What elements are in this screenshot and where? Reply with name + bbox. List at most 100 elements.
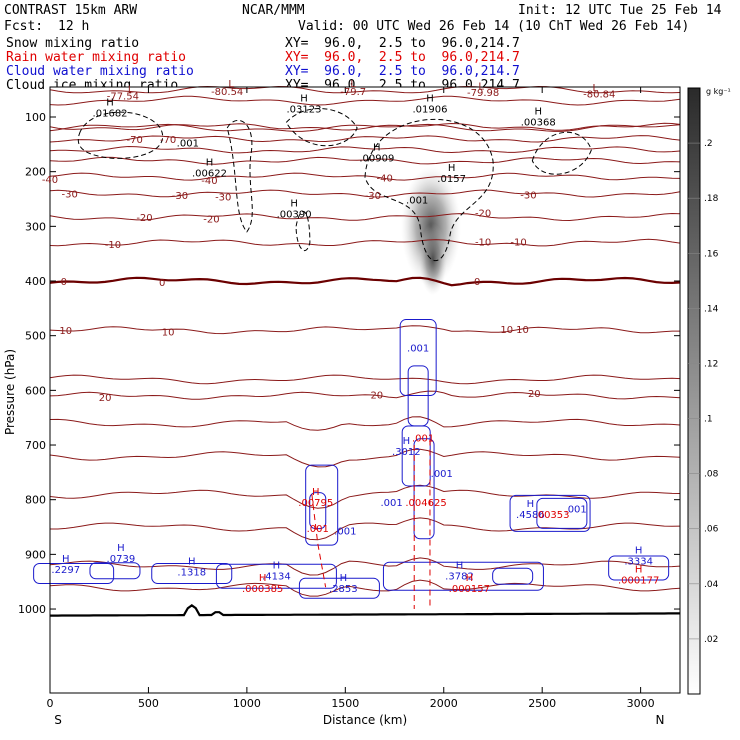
cloud-ice-value: .001 bbox=[177, 138, 199, 149]
temperature-contour-minor bbox=[49, 484, 681, 509]
colorbar-tick-label: .18 bbox=[704, 194, 719, 204]
rain-water-value: .000157 bbox=[449, 584, 490, 595]
cloud-ice-value: .0157 bbox=[437, 174, 466, 185]
y-tick-label: 600 bbox=[25, 384, 46, 397]
cloud-water-max-marker: H bbox=[456, 560, 464, 571]
cloud-ice-value: .00390 bbox=[277, 209, 312, 220]
temperature-contour-minor bbox=[49, 557, 681, 576]
fcst-label: Fcst: bbox=[4, 19, 44, 34]
cloud-water-max-marker: H bbox=[527, 499, 535, 510]
x-axis-title: Distance (km) bbox=[323, 713, 407, 727]
low-marker: L bbox=[478, 82, 484, 93]
low-marker: L bbox=[593, 83, 599, 94]
north-end-label: N bbox=[656, 713, 665, 727]
temperature-label: 10 bbox=[162, 327, 175, 338]
temperature-contour-minor bbox=[50, 517, 681, 541]
ice-outline bbox=[295, 211, 311, 252]
rain-water-value: .000385 bbox=[242, 584, 283, 595]
temperature-contour-minor bbox=[49, 95, 681, 106]
ice-outline bbox=[285, 108, 358, 147]
colorbar-tick-label: .04 bbox=[704, 580, 719, 590]
temperature-label: -30 bbox=[172, 191, 188, 202]
field-xy-rain: XY= 96.0, 2.5 to 96.0,214.7 bbox=[285, 50, 520, 65]
cloud-ice-max-marker: H bbox=[300, 93, 308, 104]
low-marker: L bbox=[128, 84, 134, 95]
cloud-water-value: .4134 bbox=[262, 571, 291, 582]
temperature-contour-minor bbox=[49, 448, 681, 468]
temperature-contour-20 bbox=[49, 390, 681, 400]
temperature-label: -10 bbox=[510, 238, 526, 249]
colorbar-tick-label: .14 bbox=[704, 304, 719, 314]
temperature-label: -20 bbox=[136, 213, 152, 224]
low-value: -80.54 bbox=[211, 87, 243, 98]
temperature-label: 0 bbox=[61, 277, 67, 288]
temperature-contour-minor bbox=[49, 416, 681, 431]
temperature-label: -40 bbox=[42, 175, 58, 186]
cloud-ice-max-marker: H bbox=[373, 143, 381, 154]
y-tick-label: 200 bbox=[25, 166, 46, 179]
cloud-ice-max-marker: H bbox=[106, 97, 114, 108]
low-value: -79.98 bbox=[467, 88, 499, 99]
cloud-water-value: .2853 bbox=[329, 584, 358, 595]
cloud-water-contour bbox=[608, 555, 670, 581]
cloud-ice-max-marker: H bbox=[448, 163, 456, 174]
y-tick-label: 700 bbox=[25, 439, 46, 452]
model-title: CONTRAST 15km ARW bbox=[4, 3, 138, 18]
cloud-ice-value: .01906 bbox=[412, 104, 447, 115]
cloud-water-max-marker: H bbox=[117, 543, 125, 554]
x-tick-label: 1000 bbox=[233, 697, 261, 710]
field-name-snow: Snow mixing ratio bbox=[6, 36, 140, 51]
temperature-contour-10 bbox=[49, 325, 680, 335]
rain-water-max-marker: H bbox=[466, 573, 474, 584]
temperature-label: -40 bbox=[201, 176, 217, 187]
cloud-water-value: .4586 bbox=[516, 510, 545, 521]
cloud-ice-value: .00909 bbox=[359, 154, 394, 165]
temperature-label: 10 bbox=[500, 325, 513, 336]
cloud-water-contour bbox=[492, 567, 534, 585]
colorbar-tick-label: .2 bbox=[704, 139, 713, 149]
y-tick-label: 900 bbox=[25, 548, 46, 561]
y-tick-label: 100 bbox=[25, 111, 46, 124]
cloud-water-value: .001 bbox=[334, 526, 356, 537]
cloud-water-value: .001 bbox=[380, 498, 402, 509]
y-tick-label: 400 bbox=[25, 275, 46, 288]
cloud-ice-shading-core bbox=[418, 223, 447, 296]
temperature-label: -40 bbox=[377, 174, 393, 185]
temperature-contour-minor bbox=[49, 579, 681, 597]
valid-time: Valid: 00 UTC Wed 26 Feb 14 (10 ChT Wed … bbox=[298, 19, 690, 34]
rain-water-max-marker: H bbox=[312, 487, 320, 498]
cloud-ice-max-marker: H bbox=[290, 198, 298, 209]
temperature-label: 0 bbox=[159, 278, 165, 289]
field-name-cloud-water: Cloud water mixing ratio bbox=[6, 64, 194, 79]
cloud-water-contour bbox=[215, 563, 337, 589]
x-tick-label: 500 bbox=[138, 697, 159, 710]
cloud-water-value: .3782 bbox=[445, 571, 474, 582]
rain-water-value: .001 bbox=[412, 434, 434, 445]
temperature-contour--80 bbox=[49, 122, 681, 131]
cloud-water-contour bbox=[536, 497, 588, 529]
x-tick-label: 0 bbox=[47, 697, 54, 710]
field-name-rain: Rain water mixing ratio bbox=[6, 50, 187, 65]
colorbar-tick-label: .16 bbox=[704, 249, 719, 259]
field-xy-cloud-water: XY= 96.0, 2.5 to 96.0,214.7 bbox=[285, 64, 520, 79]
temperature-label: 10 bbox=[59, 326, 72, 337]
cloud-water-contour bbox=[509, 494, 591, 532]
temperature-label: 20 bbox=[99, 393, 112, 404]
cloud-water-contour bbox=[382, 561, 544, 591]
cloud-water-value: .0739 bbox=[107, 554, 136, 565]
cloud-ice-value: .03123 bbox=[286, 104, 321, 115]
temperature-label: -30 bbox=[520, 191, 536, 202]
temperature-label: 0 bbox=[474, 277, 480, 288]
org-label: NCAR/MMM bbox=[242, 3, 305, 18]
ice-outline bbox=[531, 131, 592, 175]
colorbar-tick-label: .12 bbox=[704, 359, 718, 369]
terrain-surface bbox=[50, 603, 680, 617]
temperature-label: 20 bbox=[370, 391, 383, 402]
cloud-water-value: .001 bbox=[407, 343, 429, 354]
ice-outline bbox=[77, 111, 163, 159]
cloud-water-contour bbox=[33, 562, 115, 584]
low-value: -79.7 bbox=[340, 87, 366, 98]
rain-water-max-marker: H bbox=[259, 573, 267, 584]
temperature-contour-0 bbox=[49, 276, 681, 287]
